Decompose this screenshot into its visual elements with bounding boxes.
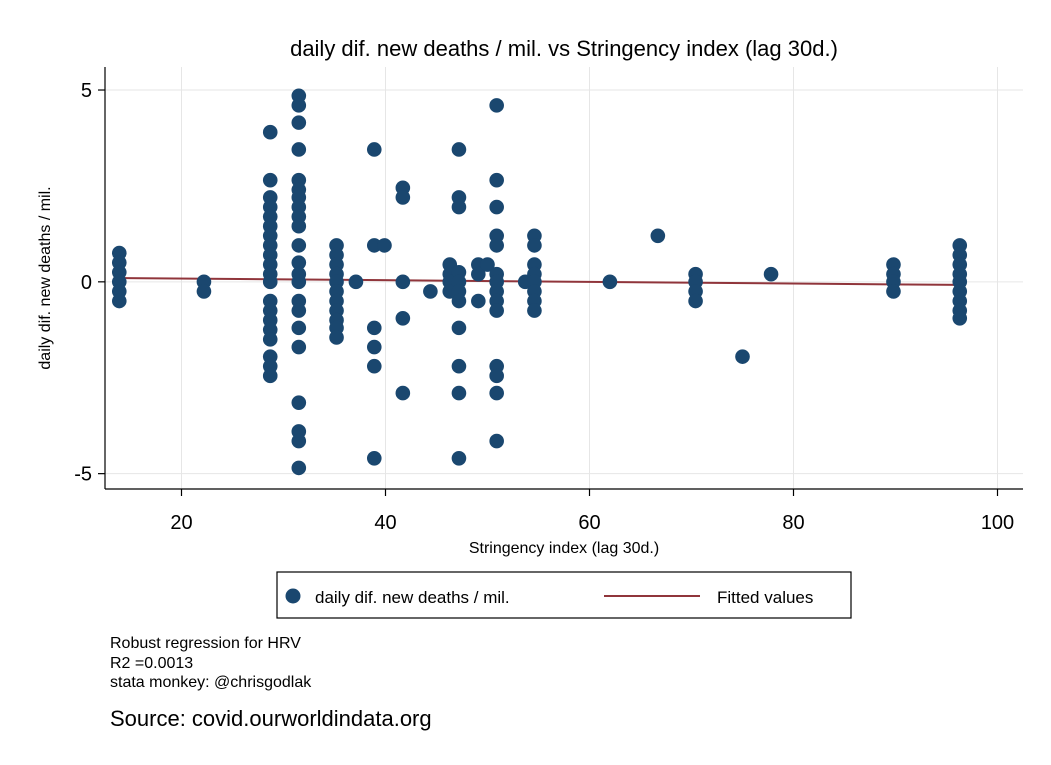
legend: daily dif. new deaths / mil. Fitted valu… xyxy=(276,571,852,619)
data-point xyxy=(291,238,307,253)
data-point xyxy=(886,284,901,299)
x-axis-label: Stringency index (lag 30d.) xyxy=(469,540,659,557)
data-point xyxy=(329,330,344,345)
data-point xyxy=(451,142,467,157)
data-point xyxy=(480,257,495,272)
x-tick-label: 80 xyxy=(782,512,804,534)
data-point xyxy=(451,451,467,466)
chart-title: daily dif. new deaths / mil. vs Stringen… xyxy=(290,36,838,61)
axes: 20 40 60 80 100 -5 0 5 xyxy=(74,67,1023,534)
data-point xyxy=(366,142,382,157)
data-point xyxy=(489,98,504,113)
data-point xyxy=(395,190,411,205)
data-point xyxy=(735,349,750,364)
y-tick-label: 0 xyxy=(81,272,92,294)
data-point xyxy=(489,433,504,449)
data-point xyxy=(688,293,703,309)
note-r2: R2 =0.0013 xyxy=(110,655,194,672)
data-point xyxy=(451,385,467,401)
data-point xyxy=(291,115,307,130)
data-point xyxy=(471,293,486,309)
data-point xyxy=(395,310,411,326)
data-point xyxy=(366,320,382,336)
data-point xyxy=(527,303,542,318)
data-point xyxy=(366,339,382,355)
data-point xyxy=(451,358,467,374)
data-point xyxy=(291,98,307,113)
note-regression: Robust regression for HRV xyxy=(110,635,301,652)
data-point xyxy=(291,460,307,476)
data-point xyxy=(489,303,504,318)
data-point xyxy=(952,310,968,326)
data-point xyxy=(196,284,212,299)
data-point xyxy=(395,274,411,290)
data-point xyxy=(291,395,307,410)
data-point xyxy=(262,332,278,347)
legend-box xyxy=(276,571,852,619)
data-point xyxy=(291,274,307,290)
data-point xyxy=(291,218,307,234)
legend-label-points: daily dif. new deaths / mil. xyxy=(315,588,510,607)
y-tick-label: 5 xyxy=(81,80,92,102)
data-point xyxy=(291,433,307,449)
data-point xyxy=(366,238,382,253)
data-point xyxy=(650,228,666,244)
x-tick-label: 20 xyxy=(170,512,192,534)
data-point xyxy=(366,451,382,466)
data-point xyxy=(489,199,504,215)
y-axis-label: daily dif. new deaths / mil. xyxy=(37,186,54,369)
data-point xyxy=(489,368,504,384)
data-point xyxy=(291,142,307,157)
data-point xyxy=(451,293,467,309)
y-tick-label: -5 xyxy=(74,464,92,486)
x-tick-label: 100 xyxy=(981,512,1014,534)
data-point xyxy=(527,238,542,253)
data-point xyxy=(291,339,307,355)
legend-marker-points xyxy=(285,588,301,604)
source-note: Source: covid.ourworldindata.org xyxy=(110,706,432,731)
data-point xyxy=(262,172,278,188)
data-point xyxy=(262,124,278,140)
data-point xyxy=(451,320,467,336)
data-point xyxy=(291,320,307,336)
data-point xyxy=(262,368,278,384)
data-point xyxy=(489,238,504,253)
data-point xyxy=(377,238,392,253)
data-point xyxy=(451,199,467,215)
data-point xyxy=(489,385,504,401)
x-tick-label: 40 xyxy=(374,512,396,534)
x-tick-label: 60 xyxy=(578,512,600,534)
data-point xyxy=(423,284,438,299)
data-point xyxy=(291,303,307,318)
data-point xyxy=(489,172,504,188)
scatter-points-layer xyxy=(111,88,968,476)
data-point xyxy=(262,274,278,290)
data-point xyxy=(291,255,307,270)
data-point xyxy=(602,274,618,290)
data-point xyxy=(471,266,486,282)
grid-lines xyxy=(105,67,1023,489)
legend-label-fit: Fitted values xyxy=(717,588,813,607)
data-point xyxy=(366,358,382,374)
data-point xyxy=(348,274,364,290)
note-credit: stata monkey: @chrisgodlak xyxy=(110,674,312,691)
data-point xyxy=(763,266,779,282)
data-point xyxy=(395,385,411,401)
data-point xyxy=(111,293,127,309)
